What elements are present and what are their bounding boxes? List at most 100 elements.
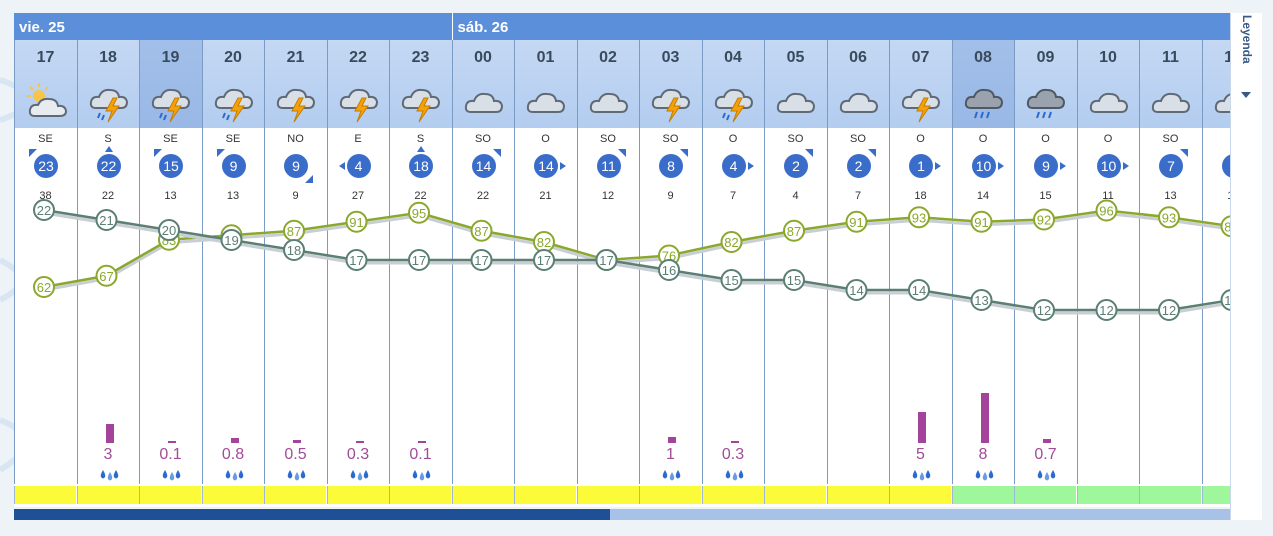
cloud-icon (776, 92, 816, 113)
alert-level-strip (76, 486, 139, 504)
wind-speed: 10 (1096, 154, 1121, 178)
wind-gust: 13 (1164, 190, 1177, 202)
alert-level-strip (1076, 486, 1139, 504)
hour-label: 00 (474, 49, 492, 66)
hour-label: 05 (786, 49, 805, 66)
alert-level-strip (326, 486, 389, 504)
hour-header (452, 40, 515, 128)
alert-level-strip (889, 486, 951, 504)
hour-header (1015, 40, 1077, 128)
cloud-icon (526, 92, 566, 113)
hour-column: 12 S 6 11 (1201, 40, 1230, 484)
precipitation-bar (1043, 439, 1051, 443)
precipitation-value: 0.1 (159, 446, 182, 463)
day-separator (451, 13, 453, 40)
thunderstorm-icon (651, 88, 691, 123)
wind-speed: 14 (534, 154, 558, 178)
wind-gust: 7 (854, 190, 862, 202)
precipitation-bar (918, 412, 926, 443)
precipitation-bar (980, 393, 989, 443)
cloud-icon (464, 92, 503, 113)
hour-column: 06 SO 2 7 (826, 40, 890, 484)
wind-gust: 12 (601, 190, 615, 202)
hour-header (1202, 40, 1230, 128)
wind-direction: SO (662, 133, 679, 145)
hour-label: 22 (349, 49, 367, 66)
wind-speed: 4 (721, 154, 746, 178)
precipitation-value: 8 (978, 446, 988, 463)
wind-gust: 22 (414, 190, 427, 202)
legend-tab[interactable]: Leyenda (1230, 13, 1262, 520)
horizontal-scrollbar[interactable] (14, 509, 1230, 520)
rain-drops-icon (975, 470, 993, 481)
precipitation-value: 0.5 (284, 446, 307, 463)
hour-label: 10 (1099, 49, 1117, 66)
wind-speed: 9 (221, 154, 246, 178)
wind-direction: O (978, 133, 988, 145)
forecast-panel: vie. 25 sáb. 26 17 SE 23 38 18 S 22 22 3 19 SE 15 13… (14, 13, 1230, 507)
thunderstorm-icon (339, 88, 378, 123)
wind-gust: 27 (351, 190, 365, 202)
precipitation-bar (355, 441, 364, 443)
alert-level-strip (639, 486, 701, 504)
alert-level-strip (389, 486, 451, 504)
precipitation-bar (418, 441, 426, 443)
hour-label: 23 (411, 49, 430, 66)
hour-column: 05 SO 2 4 (764, 40, 827, 484)
hour-header (327, 40, 390, 128)
wind-speed: 14 (471, 154, 496, 178)
day-header-friday: vie. 25 (14, 13, 452, 40)
rain-cloud-icon (964, 88, 1003, 119)
precipitation-bar (730, 441, 739, 443)
wind-speed: 6 (1221, 154, 1230, 178)
hour-label: 06 (849, 49, 867, 66)
sun-cloud-icon (27, 83, 68, 117)
wind-speed: 2 (784, 154, 808, 178)
wind-direction: S (1203, 133, 1230, 145)
rain-cloud-icon (1026, 88, 1066, 119)
hour-header (265, 40, 327, 128)
wind-gust: 4 (792, 190, 799, 202)
wind-gust: 38 (39, 190, 52, 202)
rain-drops-icon (287, 470, 306, 481)
wind-gust: 15 (1039, 190, 1052, 202)
hour-label: 19 (161, 49, 180, 66)
hour-header (77, 40, 140, 128)
hour-column: 03 SO 8 9 1 (639, 40, 702, 484)
alert-level-strip (451, 486, 514, 504)
wind-direction: NO (287, 133, 304, 145)
hour-label: 07 (911, 49, 930, 66)
hour-header (640, 40, 702, 128)
wind-gust: 18 (914, 190, 927, 202)
wind-speed: 8 (659, 154, 683, 178)
wind-speed: 9 (1034, 154, 1058, 178)
hour-column: 20 SE 9 13 0.8 (201, 40, 265, 484)
rain-drops-icon (662, 470, 681, 481)
hour-header (765, 40, 827, 128)
hour-header (202, 40, 265, 128)
wind-direction: O (541, 133, 550, 145)
wind-gust: 7 (729, 190, 737, 202)
wind-direction: O (1103, 133, 1113, 145)
thunderstorm-icon (276, 88, 316, 123)
wind-speed: 22 (96, 154, 121, 178)
wind-direction: SE (38, 133, 53, 145)
precipitation-value: 5 (916, 446, 925, 463)
wind-direction: O (1041, 133, 1050, 145)
wind-gust: 22 (476, 190, 490, 202)
hour-header (827, 40, 890, 128)
thunderstorm-rain-icon (89, 88, 128, 123)
hour-header (1077, 40, 1140, 128)
precipitation-value: 0.3 (346, 446, 370, 463)
chevron-down-icon (1241, 92, 1251, 98)
wind-speed: 23 (34, 154, 58, 178)
scrollbar-thumb[interactable] (14, 509, 610, 520)
hour-label: 02 (599, 49, 617, 66)
rain-drops-icon (350, 470, 368, 481)
wind-speed: 10 (971, 154, 996, 178)
hour-header (577, 40, 640, 128)
hour-column: 08 O 10 14 8 (951, 40, 1015, 484)
hour-column: 23 S 18 22 0.1 (389, 40, 452, 484)
wind-gust: 11 (1102, 190, 1114, 202)
hour-label: 17 (36, 49, 55, 66)
